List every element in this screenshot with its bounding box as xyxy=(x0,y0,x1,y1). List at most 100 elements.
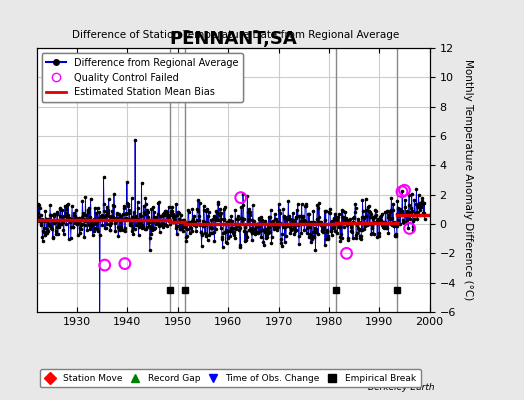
Point xyxy=(96,231,104,238)
Point xyxy=(298,218,307,224)
Point xyxy=(411,210,419,216)
Point xyxy=(34,210,42,217)
Point xyxy=(240,228,248,235)
Point xyxy=(392,223,401,229)
Point xyxy=(249,202,257,208)
Point xyxy=(266,218,275,225)
Point xyxy=(212,208,221,214)
Point xyxy=(182,234,190,240)
Point xyxy=(188,218,196,224)
Point xyxy=(337,231,345,238)
Point xyxy=(205,232,213,238)
Point xyxy=(264,223,272,230)
Point xyxy=(133,216,141,222)
Point xyxy=(91,220,100,226)
Point xyxy=(340,224,348,230)
Point xyxy=(301,203,309,209)
Point xyxy=(70,220,79,226)
Point xyxy=(257,234,265,241)
Point xyxy=(200,222,209,228)
Text: Berkeley Earth: Berkeley Earth xyxy=(368,383,435,392)
Point xyxy=(125,209,134,216)
Point xyxy=(303,222,312,228)
Point xyxy=(335,211,343,218)
Point xyxy=(208,216,216,223)
Point xyxy=(144,214,152,220)
Point xyxy=(57,220,66,227)
Point xyxy=(270,222,278,228)
Point xyxy=(159,211,168,218)
Point xyxy=(46,201,54,208)
Point xyxy=(94,218,103,224)
Point xyxy=(104,207,113,213)
Point xyxy=(326,210,334,216)
Point xyxy=(217,216,225,222)
Point xyxy=(187,219,195,225)
Point xyxy=(147,206,156,212)
Point xyxy=(47,211,56,218)
Point xyxy=(254,229,263,235)
Point xyxy=(310,234,319,241)
Point xyxy=(353,222,362,229)
Point xyxy=(362,207,370,213)
Point xyxy=(280,220,288,227)
Point xyxy=(390,223,398,230)
Point xyxy=(248,236,256,243)
Point xyxy=(314,230,323,237)
Point xyxy=(372,208,380,214)
Point xyxy=(70,212,79,218)
Point xyxy=(88,217,96,224)
Point xyxy=(72,207,80,213)
Point xyxy=(378,210,386,217)
Point xyxy=(344,236,353,243)
Point xyxy=(357,214,366,220)
Point xyxy=(44,216,52,223)
Point xyxy=(293,213,301,219)
Point xyxy=(281,215,290,221)
Point xyxy=(261,235,270,242)
Point xyxy=(158,224,167,230)
Point xyxy=(389,219,398,225)
Point xyxy=(83,209,92,215)
Point xyxy=(249,218,258,224)
Point xyxy=(294,222,302,228)
Point xyxy=(163,214,172,221)
Point xyxy=(86,195,95,202)
Point xyxy=(54,220,63,227)
Point xyxy=(141,200,150,207)
Point xyxy=(273,226,281,233)
Point xyxy=(149,203,157,210)
Point xyxy=(200,206,209,213)
Point xyxy=(198,231,206,238)
Point xyxy=(354,225,363,231)
Point xyxy=(418,200,426,206)
Point xyxy=(330,215,338,222)
Point xyxy=(413,216,421,222)
Point xyxy=(418,198,426,204)
Point xyxy=(398,211,407,217)
Point xyxy=(56,206,64,212)
Point xyxy=(156,212,165,219)
Point xyxy=(108,214,117,220)
Point xyxy=(297,218,305,224)
Point xyxy=(177,212,185,218)
Point xyxy=(270,222,279,229)
Point xyxy=(56,213,64,219)
Point xyxy=(213,216,222,223)
Point xyxy=(206,221,215,228)
Point xyxy=(381,224,390,231)
Point xyxy=(277,236,286,242)
Point xyxy=(341,209,350,216)
Point xyxy=(318,226,326,233)
Point xyxy=(106,226,114,233)
Point xyxy=(45,222,53,228)
Point xyxy=(260,220,269,226)
Point xyxy=(268,234,276,240)
Point xyxy=(159,211,167,217)
Point xyxy=(175,216,183,222)
Point xyxy=(410,196,419,203)
Point xyxy=(326,228,335,234)
Point xyxy=(349,214,357,221)
Point xyxy=(408,208,417,214)
Point xyxy=(50,213,59,220)
